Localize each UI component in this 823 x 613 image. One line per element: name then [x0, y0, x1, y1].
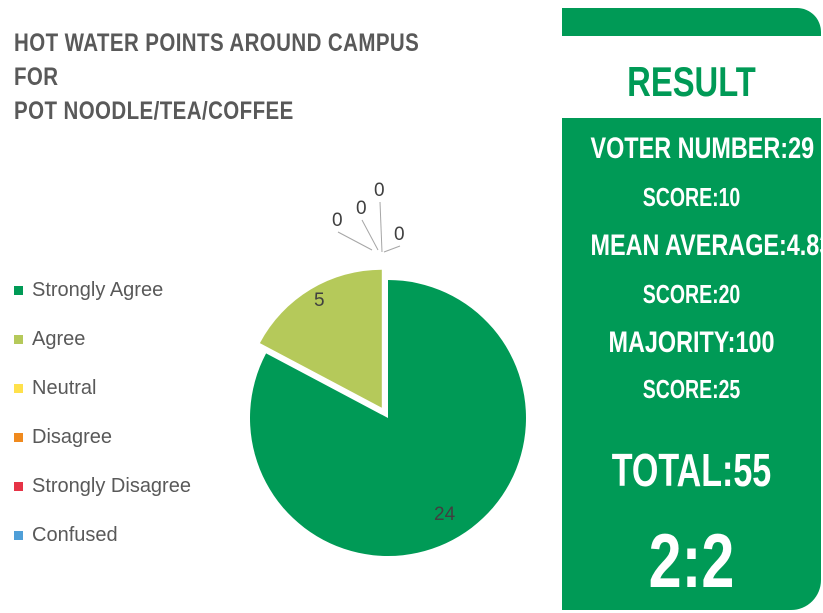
data-label-agree: 5	[314, 290, 325, 311]
chart-title-line-1: HOT WATER POINTS AROUND CAMPUS FOR	[14, 29, 420, 91]
score-3: SCORE:25	[642, 374, 741, 404]
chart-title: HOT WATER POINTS AROUND CAMPUS FOR POT N…	[14, 26, 424, 128]
legend-label: Agree	[32, 328, 86, 350]
chart-title-line-2: POT NOODLE/TEA/COFFEE	[14, 97, 294, 125]
legend-swatch	[14, 335, 23, 344]
legend-item-strongly-agree: Strongly Agree	[14, 266, 191, 315]
mean-average: MEAN AVERAGE:4.83	[590, 229, 823, 262]
result-panel: VOTER NUMBER:29 SCORE:10 MEAN AVERAGE:4.…	[562, 118, 823, 610]
legend-swatch	[14, 482, 23, 491]
data-label-neutral: 0	[374, 180, 385, 201]
total: TOTAL:55	[611, 444, 772, 496]
pie-slice-agree	[259, 269, 382, 408]
result-heading: RESULT	[627, 58, 756, 105]
legend-label: Strongly Disagree	[32, 475, 191, 497]
data-label-confused: 0	[394, 224, 405, 245]
legend-label: Disagree	[32, 426, 113, 448]
legend-label: Strongly Agree	[32, 279, 164, 301]
legend-label: Neutral	[32, 377, 97, 399]
result-panel-header-bar	[562, 8, 821, 36]
chart-legend: Strongly Agree Agree Neutral Disagree St…	[14, 266, 191, 560]
pie-slices	[249, 269, 527, 556]
legend-swatch	[14, 433, 23, 442]
pie-slice-strongly-agree	[249, 280, 527, 556]
leader-line-confused	[383, 245, 401, 253]
legend-label: Confused	[32, 524, 118, 546]
data-label-disagree: 0	[332, 210, 343, 231]
leader-line-neutral	[379, 201, 383, 253]
legend-swatch	[14, 286, 23, 295]
leader-line-disagree	[337, 231, 373, 251]
legend-item-confused: Confused	[14, 511, 191, 560]
legend-swatch	[14, 384, 23, 393]
data-label-strongly-agree: 24	[434, 504, 456, 525]
legend-swatch	[14, 531, 23, 540]
legend-item-strongly-disagree: Strongly Disagree	[14, 462, 191, 511]
voter-number: VOTER NUMBER:29	[590, 132, 815, 165]
final-score: 2:2	[648, 519, 735, 604]
legend-item-neutral: Neutral	[14, 364, 191, 413]
majority: MAJORITY:100	[608, 326, 775, 359]
data-label-strongly-disagree: 0	[356, 198, 367, 219]
leader-line-strongly-disagree	[361, 219, 379, 251]
legend-item-disagree: Disagree	[14, 413, 191, 462]
score-2: SCORE:20	[642, 279, 741, 309]
score-1: SCORE:10	[642, 182, 741, 212]
legend-item-agree: Agree	[14, 315, 191, 364]
